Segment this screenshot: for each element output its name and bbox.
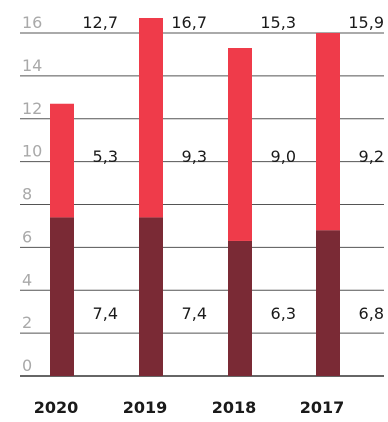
total-label: 12,7 [82,13,118,32]
bar-segment-top [228,48,252,241]
top-segment-label: 5,3 [93,147,118,166]
bar-segment-bottom [139,217,163,376]
bars [50,17,340,376]
total-label: 15,3 [260,13,296,32]
value-labels: 12,7 5,3 7,4 16,7 9,3 7,4 15,3 9,0 6,3 15,9 9,2 6,8 [82,13,384,323]
bottom-segment-label: 7,4 [93,304,118,323]
category-labels: 2020 2019 2018 2017 [34,398,345,417]
top-segment-label: 9,2 [359,147,384,166]
y-tick-label: 10 [22,142,42,161]
y-tick-labels: 0 2 4 6 8 10 12 14 16 [22,13,42,375]
top-segment-label: 9,0 [271,147,296,166]
bottom-segment-label: 7,4 [182,304,207,323]
y-tick-label: 12 [22,99,42,118]
y-tick-label: 14 [22,56,42,75]
y-tick-label: 4 [22,270,32,289]
y-tick-label: 0 [22,356,32,375]
bar-segment-bottom [316,230,340,376]
bar-segment-bottom [50,217,74,376]
category-label: 2017 [300,398,345,417]
bottom-segment-label: 6,3 [271,304,296,323]
total-label: 15,9 [348,13,384,32]
category-label: 2019 [123,398,168,417]
y-tick-label: 16 [22,13,42,32]
bar-segment-top [50,103,74,218]
y-tick-label: 8 [22,185,32,204]
category-label: 2018 [212,398,257,417]
top-segment-label: 9,3 [182,147,207,166]
bar-segment-top [139,17,163,218]
category-label: 2020 [34,398,79,417]
bar-segment-top [316,33,340,231]
y-tick-label: 2 [22,313,32,332]
total-label: 16,7 [171,13,207,32]
bottom-segment-label: 6,8 [359,304,384,323]
bar-segment-bottom [228,240,252,376]
y-tick-label: 6 [22,227,32,246]
